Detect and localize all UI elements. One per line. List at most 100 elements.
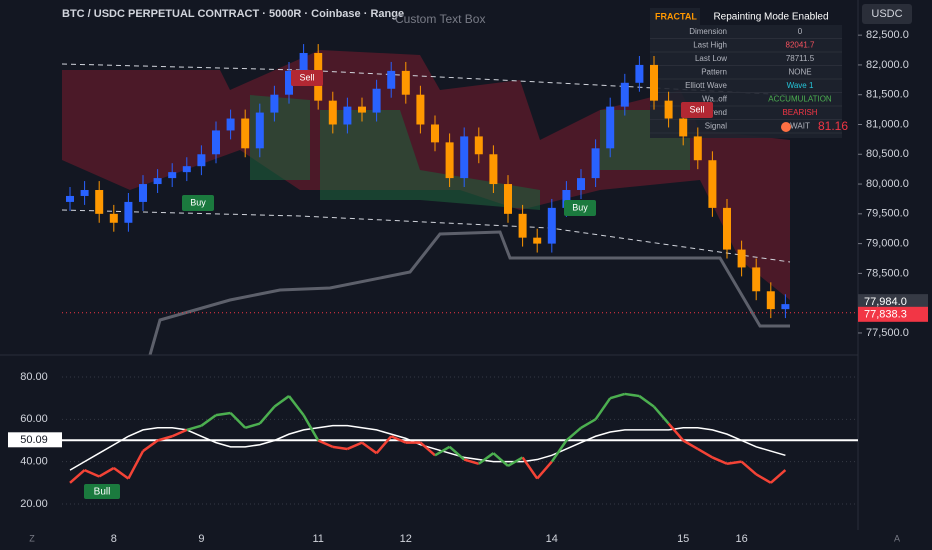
candle-body [197,154,206,167]
candle-body [139,184,147,202]
oscillator-segment [492,452,509,467]
candle-body [358,106,366,113]
oscillator-segment [375,435,393,455]
y-tick-label: 79,500.0 [866,208,909,220]
signal-label: Sell [689,104,704,114]
table-value: Wave 1 [787,81,814,90]
candle-body [460,136,469,179]
marker [781,122,791,132]
candle-body [285,70,293,95]
table-key: Last Low [695,54,727,63]
table-key: Signal [705,122,727,131]
oscillator-segment [113,466,130,480]
candle-body [299,53,308,71]
table-key: Pattern [701,68,727,77]
oscillator-segment [332,445,348,451]
y-tick-label: 77,500.0 [866,327,909,339]
candle-body [226,118,235,131]
x-tick-label: 15 [677,533,689,545]
candle-body [255,112,264,149]
candle-body [328,100,337,125]
candle-body [182,166,191,173]
candle-body [445,142,454,179]
candle-body [80,190,89,196]
badge: Repainting Mode Enabled [713,12,828,23]
oscillator-segment [361,441,378,455]
candle-body [533,237,542,244]
oscillator-segment [69,469,86,484]
table-value: 0 [798,27,803,36]
candle-body [737,249,746,268]
oscillator-segment [258,405,276,425]
oscillator-segment [667,422,685,442]
candle-body [343,106,352,125]
candle-body [547,207,556,244]
candle-body [591,148,600,179]
x-tick-label: 11 [312,533,323,545]
signal-label: Buy [190,197,206,207]
oscillator-segment [697,447,714,459]
oscillator-segment [565,426,582,442]
oscillator-segment [550,439,568,463]
x-tick-label: 16 [735,533,747,545]
info-table: FRACTAL Repainting Mode Enabled Dimensio… [650,8,842,138]
oscillator-segment [448,445,466,461]
table-key: Elliott Wave [685,81,727,90]
y-tick-label: 20.00 [20,498,48,510]
candle-body [723,207,731,250]
candle-body [635,64,644,83]
badge-bg [700,8,842,25]
oscillator-segment [215,411,231,417]
oscillator-segment [186,424,202,432]
signal-label: Bull [94,487,111,498]
candle-body [401,70,410,95]
candle-body [109,213,118,223]
oscillator-segment [419,441,436,457]
currency-button[interactable] [862,4,912,24]
candle-body [577,178,585,191]
oscillator-segment [127,450,145,480]
table-value: NONE [788,68,811,77]
candle-body [153,178,162,185]
oscillator-segment [463,458,480,465]
candle-body [212,130,220,155]
oscillator-segment [580,418,597,429]
y-tick-label: 60.00 [20,413,48,425]
y-tick-label: 80.00 [20,371,48,383]
candle-body [766,291,775,310]
x-tick-label: 12 [400,533,412,545]
oscillator-segment [521,456,539,480]
candle-body [664,100,673,119]
price-tag-label: 77,984.0 [864,296,907,308]
oscillator-segment [624,392,640,398]
oscillator-segment [302,414,320,442]
candle-body [372,88,381,113]
oscillator-segment [390,435,407,444]
candle-body [489,154,498,185]
oscillator-segment [244,422,261,429]
candle-body [270,94,279,113]
candle-body [781,304,790,310]
y-tick-label: 80,000.0 [866,178,909,190]
candle-body [606,106,615,149]
candle-body [66,195,74,202]
y-tick-label: 81,000.0 [866,118,909,130]
oscillator-segment [726,460,742,466]
table-key: Dimension [689,27,727,36]
table-key: Wa..off [702,95,728,104]
x-tick-label: 9 [198,533,204,545]
signal-tag [681,102,713,118]
table-bg [650,8,842,138]
signal-label: Sell [299,72,314,82]
auto-button[interactable]: A [894,533,900,543]
candle-body [504,184,512,214]
zoom-button[interactable]: Z [29,533,35,543]
price-tag [858,294,928,310]
oscillator-segment [84,468,100,478]
currency-label[interactable]: USDC [871,8,902,20]
candle-body [387,70,396,89]
y-tick-label: 80,500.0 [866,148,909,160]
candle-body [752,267,761,292]
oscillator-segment [769,469,787,484]
